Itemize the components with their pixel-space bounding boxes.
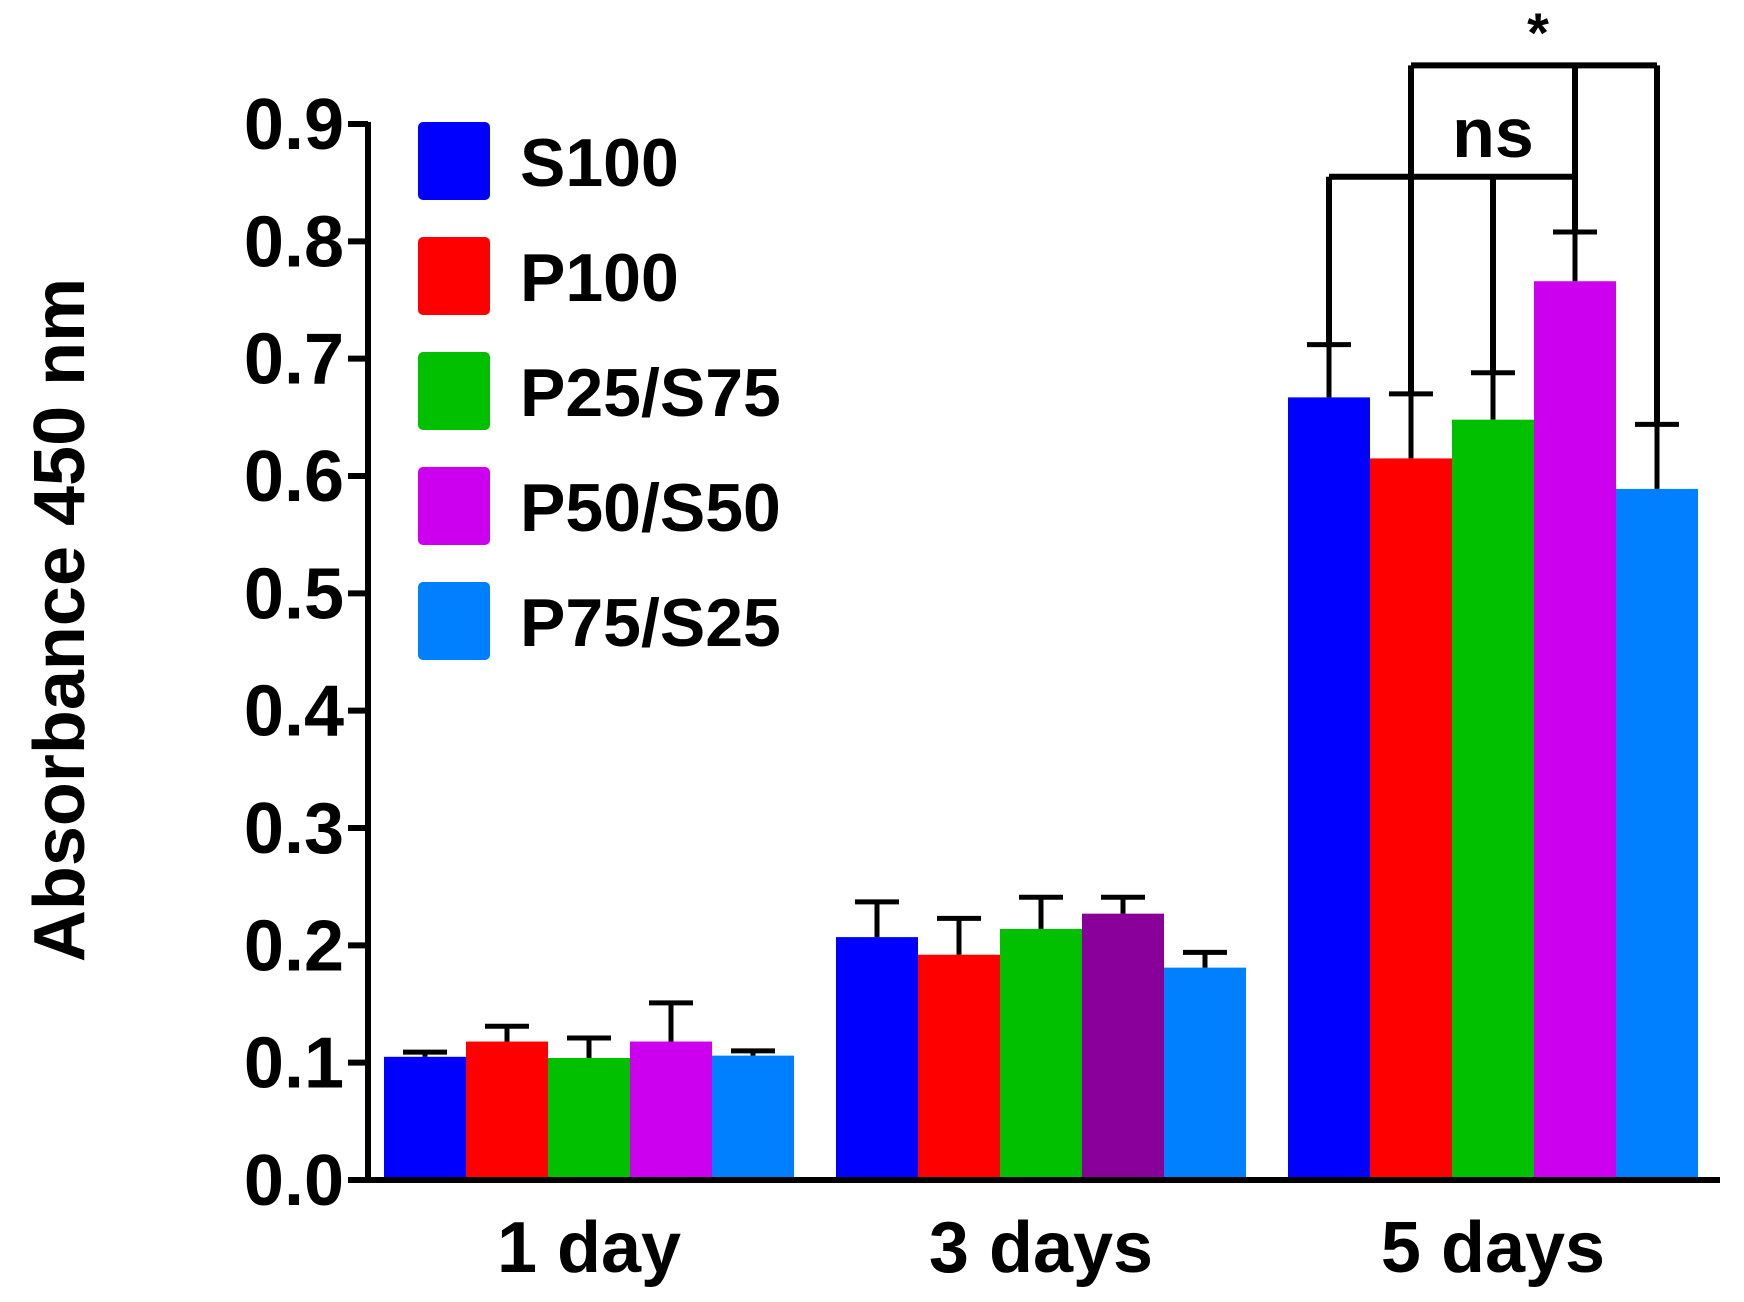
legend-swatch (418, 237, 490, 315)
bar (548, 1057, 630, 1180)
legend-label: P100 (520, 240, 679, 316)
legend-label: S100 (520, 125, 679, 201)
bar (1370, 458, 1452, 1180)
legend-label: P75/S25 (520, 585, 781, 661)
y-tick-label: 0.6 (244, 437, 344, 517)
bar (1616, 488, 1698, 1180)
bar (1452, 419, 1534, 1180)
legend-label: P25/S75 (520, 355, 781, 431)
x-tick-label: 5 days (1381, 1208, 1605, 1288)
legend-swatch (418, 582, 490, 660)
y-tick-label: 0.1 (244, 1024, 344, 1104)
y-tick-label: 0.3 (244, 789, 344, 869)
bar (1164, 967, 1246, 1180)
y-tick-label: 0.0 (244, 1141, 344, 1221)
y-axis-title: Absorbance 450 nm (20, 278, 100, 962)
bar (630, 1041, 712, 1180)
x-tick-label: 3 days (929, 1208, 1153, 1288)
legend-swatch (418, 122, 490, 200)
legend-swatch (418, 467, 490, 545)
x-tick-label: 1 day (497, 1208, 681, 1288)
bar (712, 1055, 794, 1180)
y-tick-label: 0.5 (244, 554, 344, 634)
bar (466, 1041, 548, 1180)
bar (384, 1056, 466, 1180)
bar (1000, 928, 1082, 1180)
bar (1534, 281, 1616, 1180)
y-tick-label: 0.9 (244, 85, 344, 165)
ns-label: ns (1452, 94, 1534, 172)
star-label: * (1527, 1, 1549, 64)
bar (1082, 913, 1164, 1180)
y-tick-label: 0.7 (244, 320, 344, 400)
y-tick-label: 0.2 (244, 906, 344, 986)
legend: S100 P100 P25/S75 P50/S50 P75/S25 (418, 122, 781, 661)
bar (918, 954, 1000, 1180)
legend-label: P50/S50 (520, 470, 781, 546)
legend-swatch (418, 352, 490, 430)
axes-layer: 0.0 0.1 0.2 0.3 0.4 0.5 0.6 0.7 0.8 0.9 1 day 3 day… (20, 85, 1720, 1288)
y-tick-label: 0.8 (244, 202, 344, 282)
bar (1288, 397, 1370, 1180)
bars-layer (384, 281, 1698, 1180)
y-tick-label: 0.4 (244, 672, 344, 752)
bar (836, 937, 918, 1180)
significance-annotations: ns * (1326, 1, 1660, 425)
